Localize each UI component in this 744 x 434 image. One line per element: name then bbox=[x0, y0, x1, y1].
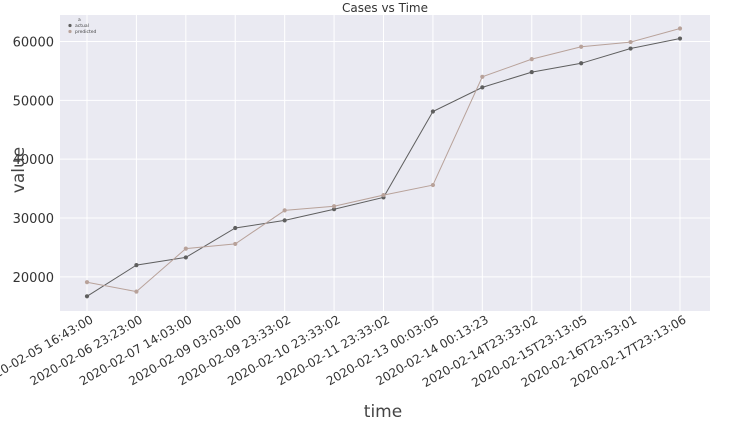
data-point-predicted bbox=[183, 246, 188, 251]
gridlines bbox=[60, 15, 710, 311]
data-point-predicted bbox=[480, 74, 485, 79]
data-point-actual bbox=[233, 225, 238, 231]
data-point-actual bbox=[183, 255, 188, 260]
legend-marker-actual bbox=[68, 23, 72, 28]
legend-marker-predicted bbox=[68, 29, 72, 34]
chart-title: Cases vs Time bbox=[342, 1, 428, 15]
plot-background bbox=[60, 15, 710, 311]
data-point-predicted bbox=[282, 208, 287, 213]
data-point-predicted bbox=[84, 280, 90, 285]
legend-title: a bbox=[78, 18, 81, 23]
x-axis-label: time bbox=[364, 402, 402, 422]
data-point-actual bbox=[331, 207, 337, 212]
y-tick-label: 50000 bbox=[13, 94, 54, 109]
series-group bbox=[84, 26, 683, 299]
data-point-actual bbox=[134, 262, 139, 268]
legend-label-actual: actual bbox=[75, 23, 89, 29]
y-tick-label: 20000 bbox=[13, 271, 54, 286]
data-point-actual bbox=[529, 69, 534, 75]
y-tick-label: 30000 bbox=[13, 212, 54, 227]
data-point-predicted bbox=[677, 26, 683, 31]
y-tick-label: 60000 bbox=[13, 35, 54, 50]
data-point-predicted bbox=[430, 182, 436, 188]
data-point-actual bbox=[628, 46, 633, 51]
data-point-actual bbox=[84, 294, 90, 299]
legend: a actual predicted bbox=[68, 18, 96, 35]
data-point-actual bbox=[579, 61, 584, 66]
data-point-predicted bbox=[134, 289, 139, 294]
data-point-predicted bbox=[529, 57, 534, 62]
y-tick-label: 40000 bbox=[13, 153, 54, 168]
data-point-actual bbox=[430, 109, 436, 114]
data-point-predicted bbox=[579, 44, 584, 49]
data-point-predicted bbox=[233, 241, 238, 247]
data-point-predicted bbox=[381, 192, 386, 198]
legend-label-predicted: predicted bbox=[75, 29, 96, 35]
data-point-actual bbox=[282, 218, 287, 223]
y-ticks: 20000 30000 40000 50000 60000 bbox=[13, 35, 54, 285]
data-point-predicted bbox=[628, 39, 633, 45]
y-axis-label: value bbox=[9, 147, 29, 193]
data-point-actual bbox=[677, 36, 683, 41]
data-point-predicted bbox=[331, 204, 337, 209]
data-point-actual bbox=[480, 85, 485, 90]
